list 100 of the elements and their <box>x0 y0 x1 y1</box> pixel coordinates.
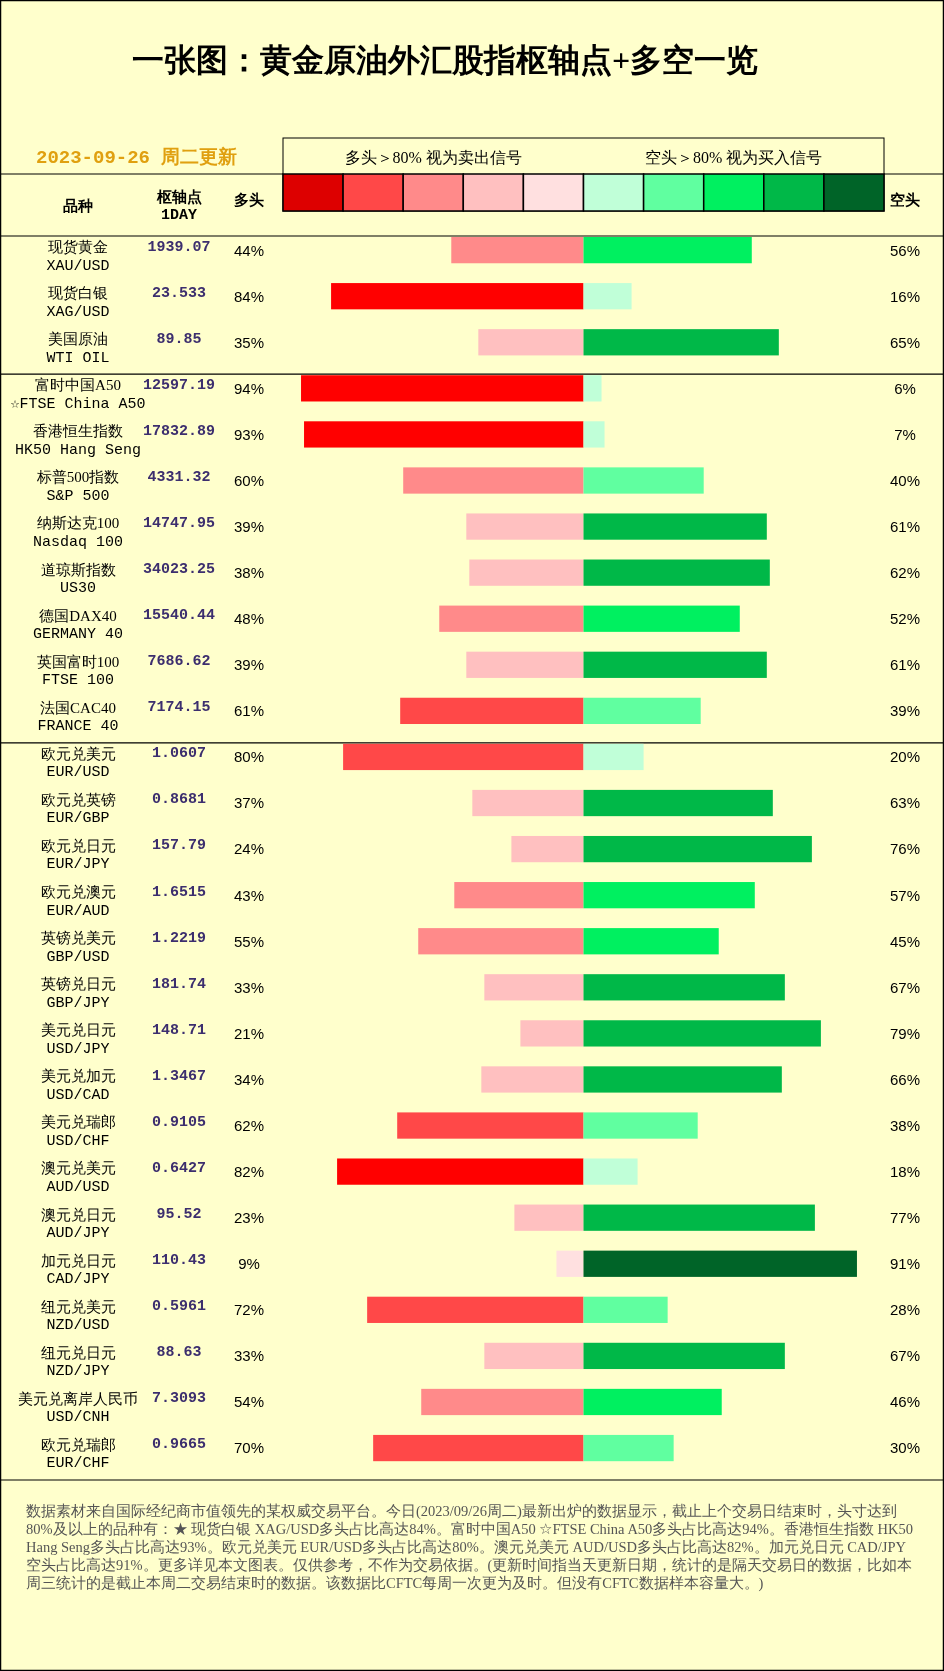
text: 17832.89 <box>142 422 216 440</box>
data-label: 37% <box>233 794 265 812</box>
text: 4331.32 <box>147 468 211 486</box>
data-label: 67% <box>889 1347 921 1365</box>
data-label: 24% <box>233 840 265 858</box>
data-label: 9% <box>238 1255 260 1273</box>
data-label: 70% <box>233 1439 265 1457</box>
text: 181.74 <box>151 975 207 993</box>
data-label: 84% <box>233 287 265 305</box>
data-label: 57% <box>889 886 921 904</box>
y-tick-label: 欧元兑瑞郎 EUR/CHF <box>40 1436 116 1473</box>
data-label: 94% <box>233 379 265 397</box>
data-label: 77% <box>889 1209 921 1227</box>
text: 0.9105 <box>151 1113 207 1131</box>
y-tick-label: 现货白银 XAG/USD <box>46 285 110 321</box>
data-label: 21% <box>233 1024 265 1042</box>
data-label: 35% <box>233 333 265 351</box>
data-label: 61% <box>889 656 921 674</box>
data-label: 63% <box>889 794 921 812</box>
data-label: 39% <box>233 517 265 535</box>
data-label: 20% <box>889 748 921 766</box>
data-label: 76% <box>889 840 921 858</box>
text: 110.43 <box>151 1252 207 1270</box>
data-label: 79% <box>889 1024 921 1042</box>
data-label: 56% <box>889 241 921 259</box>
data-label: 16% <box>889 287 921 305</box>
y-tick-label: 澳元兑美元 AUD/USD <box>40 1160 116 1196</box>
text: 数据素材来自国际经纪商市值领先的某权威交易平台。今日(2023/09/26周二)最新出炉的数据显示，截止上个交易日结束时，头寸达到80%及以上的品种有：★ 现货白银 XAG/USD多头占比高达84%。富时中国A50 ☆FTSE China A50多头占比高达94%。香港恒生指数 HK50 Hang Seng多头占比高达93%。欧元兑美元 EUR/USD多头占比高达80%。澳元兑美元 AUD/USD多头占比高达82%。加元兑日元 CAD/JPY空头占比高达91%。更多详见本文图表。仅供参考，不作为交易依据。(更新时间指当天更新日期，统计的是隔天交易日的数据，比如本周三统计的是截止本周二交易结束时的数据。该数据比CFTC每周一次更为及时。但没有CFTC数据样本容量大。) <box>26 1502 914 1592</box>
data-label: 40% <box>889 471 921 489</box>
data-label: 60% <box>233 471 265 489</box>
y-tick-label: 英镑兑美元 GBP/USD <box>40 930 116 966</box>
text: 空头 <box>890 191 920 208</box>
text: 95.52 <box>156 1206 202 1224</box>
text: 1939.07 <box>147 238 211 256</box>
data-label: 65% <box>889 333 921 351</box>
data-label: 44% <box>233 241 265 259</box>
data-label: 82% <box>233 1162 265 1180</box>
data-label: 7% <box>894 425 916 443</box>
data-label: 93% <box>233 425 265 443</box>
y-tick-label: 德国DAX40 GERMANY 40 <box>32 607 124 644</box>
text: 多头＞80% 视为卖出信号 <box>344 148 522 166</box>
data-label: 66% <box>889 1070 921 1088</box>
text: 1.6515 <box>151 883 207 901</box>
y-tick-label: 标普500指数 S&P 500 <box>35 469 120 505</box>
data-label: 6% <box>894 379 916 397</box>
data-label: 18% <box>889 1162 921 1180</box>
data-label: 39% <box>889 702 921 720</box>
y-tick-label: 欧元兑日元 EUR/JPY <box>40 837 116 874</box>
text: 0.5961 <box>151 1298 207 1316</box>
data-label: 72% <box>233 1301 265 1319</box>
text: 34023.25 <box>142 561 216 579</box>
data-label: 43% <box>233 886 265 904</box>
data-label: 33% <box>233 978 265 996</box>
data-label: 30% <box>889 1439 921 1457</box>
y-tick-label: 法国CAC40 FRANCE 40 <box>37 699 119 736</box>
y-tick-label: 英国富时100 FTSE 100 <box>36 653 120 690</box>
y-tick-label: 纽元兑日元 NZD/JPY <box>40 1344 116 1381</box>
text: 多头 <box>234 192 264 208</box>
data-label: 48% <box>233 610 265 628</box>
data-label: 46% <box>889 1393 921 1411</box>
data-label: 23% <box>233 1209 265 1227</box>
y-tick-label: 美国原油 WTI OIL <box>46 331 110 367</box>
y-tick-label: 道琼斯指数 US30 <box>40 561 116 598</box>
text: 2023-09-26 周二更新 <box>36 146 238 169</box>
data-label: 28% <box>889 1301 921 1319</box>
text: 7.3093 <box>151 1390 207 1408</box>
text: 0.9665 <box>151 1436 207 1454</box>
chart-title: 一张图：黄金原油外汇股指枢轴点+多空一览 <box>131 42 759 78</box>
text: 1.0607 <box>151 745 207 763</box>
data-label: 67% <box>889 978 921 996</box>
text: 14747.95 <box>142 514 216 532</box>
y-tick-label: 欧元兑美元 EUR/USD <box>40 745 116 782</box>
text: 7686.62 <box>147 653 211 671</box>
data-label: 54% <box>233 1393 265 1411</box>
data-label: 91% <box>889 1255 921 1273</box>
data-label: 52% <box>889 610 921 628</box>
data-label: 62% <box>233 1116 265 1134</box>
data-label: 45% <box>889 932 921 950</box>
data-label: 33% <box>233 1347 265 1365</box>
data-label: 39% <box>233 656 265 674</box>
text: 0.6427 <box>151 1159 207 1177</box>
y-tick-label: 加元兑日元 CAD/JPY <box>40 1252 116 1289</box>
text: 12597.19 <box>142 376 216 394</box>
text: 148.71 <box>151 1021 207 1039</box>
y-tick-label: 香港恒生指数 HK50 Hang Seng <box>14 423 142 459</box>
data-label: 61% <box>233 702 265 720</box>
data-label: 61% <box>889 517 921 535</box>
data-label: 80% <box>233 748 265 766</box>
y-tick-label: 欧元兑澳元 EUR/AUD <box>40 884 116 920</box>
y-tick-label: 美元兑日元 USD/JPY <box>40 1022 116 1058</box>
text: 1.3467 <box>151 1067 207 1085</box>
text: 7174.15 <box>147 699 211 717</box>
text: 157.79 <box>151 837 207 855</box>
y-tick-label: 欧元兑英镑 EUR/GBP <box>40 791 116 828</box>
text: 89.85 <box>156 330 202 348</box>
data-label: 55% <box>233 932 265 950</box>
text: 88.63 <box>156 1344 202 1362</box>
text: 15540.44 <box>142 607 216 625</box>
data-label: 38% <box>889 1116 921 1134</box>
y-axis-title: 品种 <box>63 198 93 214</box>
